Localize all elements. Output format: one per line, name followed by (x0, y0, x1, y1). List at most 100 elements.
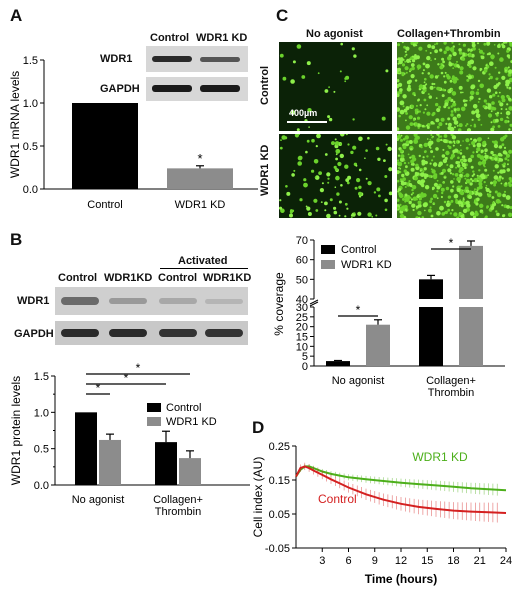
blot-band (109, 298, 147, 304)
c-legend-label: WDR1 KD (341, 259, 392, 271)
a-significance-star: * (197, 151, 202, 166)
blot-b-col-2: WDR1KD (104, 272, 153, 284)
d-x-tick-label: 9 (372, 555, 378, 567)
b-legend-swatch (147, 403, 161, 412)
a-y-tick-label: 1.5 (23, 55, 38, 67)
blot-band (109, 329, 147, 337)
b-significance-star: * (124, 371, 129, 385)
blot-b-row-wdr1: WDR1 (17, 295, 50, 307)
c-y-tick-label: 20 (296, 322, 308, 334)
b-bar (179, 458, 201, 485)
d-x-tick-label: 18 (447, 555, 459, 567)
d-series-label-control: Control (318, 492, 357, 506)
blot-a-wdr1-strip (146, 46, 248, 72)
c-axis-break (309, 301, 319, 307)
c-y-tick-label: 70 (296, 235, 308, 247)
blot-b-wdr1-strip (55, 287, 248, 315)
a-y-tick-label: 1.0 (23, 98, 38, 110)
blot-a-row-wdr1: WDR1 (100, 53, 133, 65)
c-y-tick-label: 5 (302, 351, 308, 363)
blot-band (152, 85, 192, 92)
blot-band (205, 329, 243, 337)
blot-band (205, 299, 243, 304)
c-y-tick-label: 25 (296, 312, 308, 324)
c-y-tick-label: 30 (296, 302, 308, 314)
micro-col-collagen: Collagen+Thrombin (397, 28, 501, 40)
d-x-tick-label: 12 (395, 555, 407, 567)
b-legend-label: Control (166, 402, 201, 414)
d-x-tick-label: 24 (500, 555, 512, 567)
b-significance-star: * (136, 361, 141, 375)
c-y-tick-label: 50 (296, 274, 308, 286)
blot-a-row-gapdh: GAPDH (100, 83, 140, 95)
panel-letter-d: D (252, 418, 265, 437)
a-y-tick-label: 0.5 (23, 141, 38, 153)
c-bar (459, 307, 483, 366)
blot-b-col-4: WDR1KD (203, 272, 252, 284)
b-legend-swatch (147, 417, 161, 426)
d-x-tick-label: 6 (345, 555, 351, 567)
blot-a-col-kd: WDR1 KD (196, 32, 248, 44)
c-y-tick-label: 0 (302, 361, 308, 373)
c-legend-swatch (321, 245, 335, 254)
blot-b-gapdh-strip (55, 321, 248, 345)
c-x-tick-label: Collagen+ Thrombin (426, 375, 476, 399)
a-x-tick-label: WDR1 KD (175, 199, 226, 211)
d-y-tick-label: 0.15 (269, 475, 290, 487)
b-y-label: WDR1 protein levels (9, 376, 23, 485)
a-bar (72, 103, 138, 189)
c-y-tick-label: 15 (296, 332, 308, 344)
micrograph-control-no-agonist (279, 42, 392, 131)
c-bar (326, 361, 350, 366)
b-legend-label: WDR1 KD (166, 416, 217, 428)
b-y-tick-label: 0.0 (34, 480, 49, 492)
c-bar (419, 307, 443, 366)
d-x-tick-label: 15 (421, 555, 433, 567)
c-y-tick-label: 40 (296, 294, 308, 306)
blot-band (152, 56, 192, 62)
scale-bar-label: 400µm (289, 108, 318, 118)
a-y-tick-label: 0.0 (23, 184, 38, 196)
d-x-label: Time (hours) (365, 572, 437, 586)
b-y-tick-label: 0.5 (34, 444, 49, 456)
a-y-label: WDR1 mRNA levels (8, 71, 22, 178)
b-x-tick-label: No agonist (72, 494, 125, 506)
blot-band (159, 298, 197, 304)
blot-b-group-line (160, 268, 248, 269)
blot-band (200, 57, 240, 62)
blot-band (61, 297, 99, 305)
b-bar (75, 412, 97, 485)
d-y-tick-label: 0.05 (269, 509, 290, 521)
c-legend-swatch (321, 260, 335, 269)
b-y-tick-label: 1.0 (34, 407, 49, 419)
micrograph-kd-collagen (397, 134, 512, 218)
d-x-tick-label: 21 (474, 555, 486, 567)
d-series-line (295, 465, 507, 492)
d-x-tick-label: 3 (319, 555, 325, 567)
b-y-tick-label: 1.5 (34, 371, 49, 383)
b-bar (155, 442, 177, 485)
b-bar (99, 439, 121, 485)
d-series-line (295, 465, 507, 514)
scale-bar (287, 121, 327, 123)
blot-band (200, 85, 240, 92)
c-legend-label: Control (341, 244, 376, 256)
c-axis-break (309, 299, 319, 305)
blot-b-row-gapdh: GAPDH (14, 328, 54, 340)
c-y-tick-label: 10 (296, 341, 308, 353)
panel-letter-b: B (10, 230, 23, 249)
panel-letter-c: C (276, 6, 289, 25)
panel-letter-a: A (10, 6, 23, 25)
blot-b-col-3: Control (158, 272, 198, 284)
blot-band (159, 329, 197, 337)
blot-b-col-1: Control (58, 272, 98, 284)
c-bar-upper (419, 279, 443, 299)
micrograph-control-collagen (397, 42, 512, 131)
blot-a-col-control: Control (150, 32, 190, 44)
micrograph-kd-no-agonist (279, 134, 392, 218)
d-y-tick-label: -0.05 (265, 543, 290, 555)
d-series-label-kd: WDR1 KD (412, 450, 468, 464)
b-x-tick-label: Collagen+ Thrombin (153, 494, 203, 518)
c-bar (366, 324, 390, 366)
